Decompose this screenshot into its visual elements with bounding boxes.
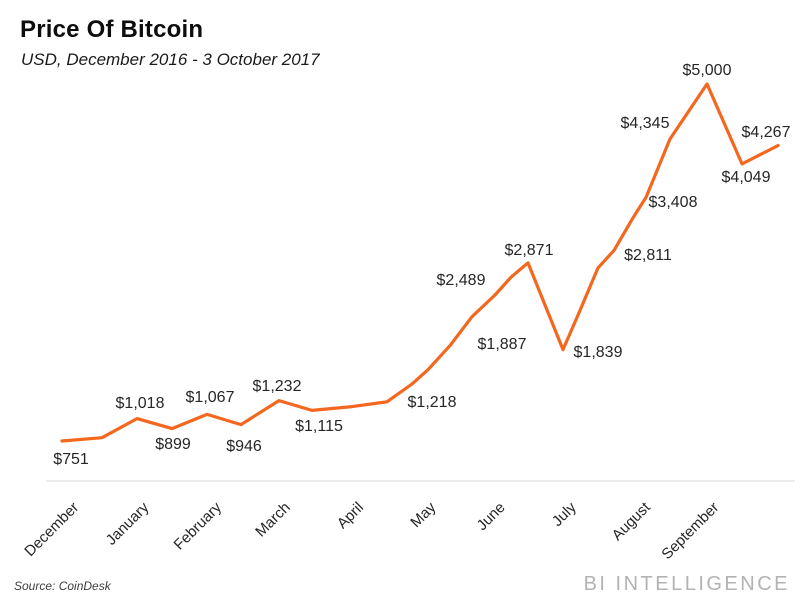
data-label: $899	[155, 435, 191, 453]
data-label: $5,000	[682, 62, 732, 79]
data-label: $751	[53, 451, 89, 468]
data-label: $3,408	[648, 193, 698, 211]
data-label: $1,887	[477, 335, 527, 353]
data-label: $1,067	[185, 389, 235, 407]
data-label: $4,267	[741, 123, 791, 141]
brand-logo: BI INTELLIGENCE	[583, 573, 790, 595]
data-label: $2,871	[504, 241, 554, 259]
data-label: $1,232	[252, 377, 302, 395]
chart-title: Price Of Bitcoin	[20, 16, 204, 43]
price-line	[60, 82, 780, 443]
data-label: $1,018	[115, 394, 165, 412]
source-credit: Source: CoinDesk	[14, 579, 111, 593]
chart-subtitle: USD, December 2016 - 3 October 2017	[21, 50, 320, 69]
data-label: $2,489	[436, 271, 486, 289]
data-label: $2,811	[624, 246, 672, 264]
data-label: $1,218	[407, 393, 457, 411]
data-label: $1,839	[573, 343, 623, 361]
data-label: $1,115	[295, 418, 343, 436]
data-label: $4,345	[620, 115, 670, 133]
data-label: $4,049	[721, 168, 771, 186]
data-label: $946	[226, 437, 262, 455]
